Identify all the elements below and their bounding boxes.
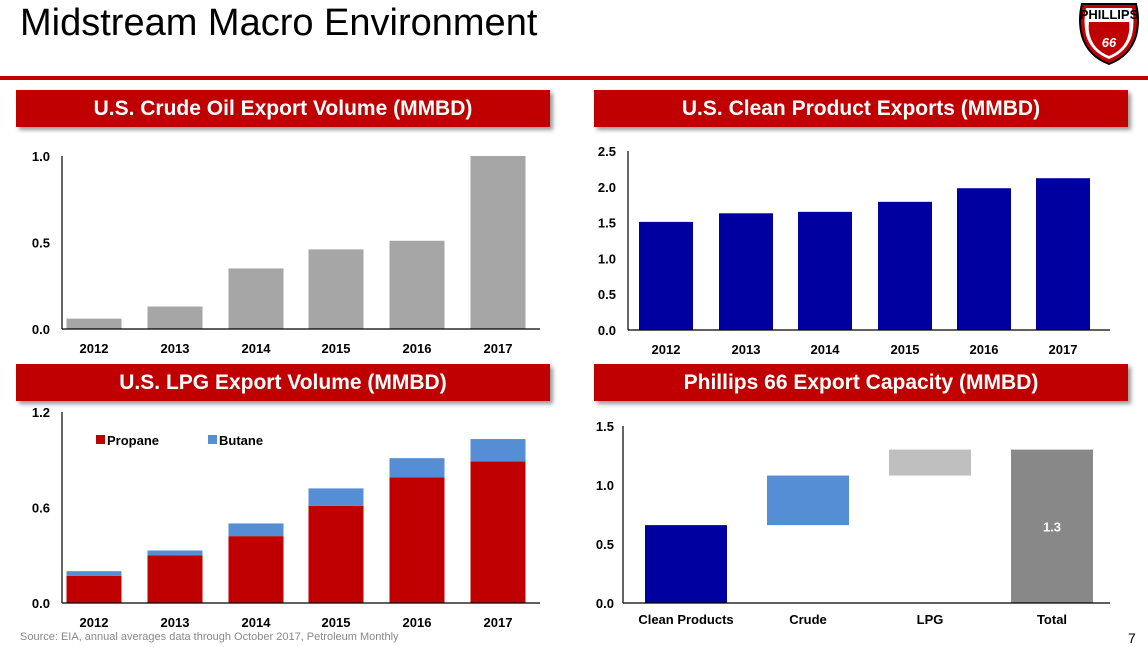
slide-title: Midstream Macro Environment <box>20 2 538 44</box>
clean-bar-2017 <box>1036 178 1090 330</box>
lpg-bar-butane-2013 <box>147 550 203 556</box>
clean-y-tick: 2.0 <box>598 180 616 195</box>
crude-bar-2012 <box>66 318 122 329</box>
clean-bar-2013 <box>719 213 773 330</box>
capacity-header: Phillips 66 Export Capacity (MMBD) <box>594 364 1128 401</box>
clean-bar-2016 <box>957 188 1011 330</box>
svg-text:66: 66 <box>1102 35 1117 50</box>
clean-bar-2014 <box>798 211 852 330</box>
lpg-y-tick: 0.0 <box>32 596 50 611</box>
crude-bar-2013 <box>147 306 203 329</box>
clean-x-tick: 2016 <box>970 342 999 357</box>
clean-y-tick: 1.0 <box>598 251 616 266</box>
legend-label-propane: Propane <box>107 433 159 448</box>
crude-x-tick: 2016 <box>403 341 432 356</box>
crude-x-tick: 2014 <box>242 341 272 356</box>
crude-x-tick: 2013 <box>161 341 190 356</box>
crude-y-tick: 1.0 <box>32 149 50 164</box>
page-number: 7 <box>1128 630 1136 646</box>
legend-swatch-butane <box>208 435 217 444</box>
lpg-x-tick: 2013 <box>161 615 190 630</box>
capacity-y-tick: 0.0 <box>596 596 614 611</box>
clean-bar-2015 <box>878 201 932 330</box>
capacity-bar-total <box>1011 449 1093 603</box>
legend-swatch-propane <box>96 435 105 444</box>
capacity-data-label: 1.3 <box>1043 519 1061 534</box>
lpg-bar-butane-2012 <box>66 571 122 576</box>
lpg-x-tick: 2017 <box>484 615 513 630</box>
lpg-x-tick: 2015 <box>322 615 351 630</box>
lpg-x-tick: 2016 <box>403 615 432 630</box>
capacity-x-tick: Total <box>1037 612 1067 627</box>
clean-x-tick: 2014 <box>811 342 841 357</box>
crude-x-tick: 2015 <box>322 341 351 356</box>
crude-bar-2016 <box>389 240 445 329</box>
clean-y-tick: 0.5 <box>598 287 616 302</box>
clean-y-tick: 1.5 <box>598 216 616 231</box>
lpg-bar-propane-2014 <box>228 536 284 603</box>
lpg-x-tick: 2012 <box>80 615 109 630</box>
capacity-x-tick: LPG <box>917 612 944 627</box>
crude-x-tick: 2017 <box>484 341 513 356</box>
lpg-bar-propane-2016 <box>389 477 445 603</box>
crude-x-tick: 2012 <box>80 341 109 356</box>
capacity-bar-lpg <box>889 449 971 476</box>
crude-y-tick: 0.5 <box>32 236 50 251</box>
capacity-y-tick: 1.0 <box>596 478 614 493</box>
lpg-bar-butane-2015 <box>308 488 364 506</box>
source-note: Source: EIA, annual averages data throug… <box>20 631 399 643</box>
clean-y-tick: 2.5 <box>598 144 616 159</box>
lpg-x-tick: 2014 <box>242 615 272 630</box>
capacity-y-tick: 1.5 <box>596 419 614 434</box>
clean-product-header: U.S. Clean Product Exports (MMBD) <box>594 90 1128 127</box>
lpg-bar-butane-2017 <box>470 439 526 462</box>
lpg-bar-butane-2016 <box>389 458 445 478</box>
lpg-bar-propane-2012 <box>66 575 122 603</box>
capacity-bar-clean-products <box>645 525 727 603</box>
lpg-y-tick: 1.2 <box>32 405 50 420</box>
clean-bar-2012 <box>639 221 693 330</box>
clean-x-tick: 2013 <box>732 342 761 357</box>
lpg-bar-propane-2015 <box>308 505 364 603</box>
clean-x-tick: 2012 <box>652 342 681 357</box>
header-rule <box>0 76 1148 80</box>
crude-bar-2015 <box>308 249 364 329</box>
lpg-bar-butane-2014 <box>228 523 284 537</box>
capacity-bar-crude <box>767 475 849 526</box>
clean-x-tick: 2015 <box>891 342 920 357</box>
lpg-export-header: U.S. LPG Export Volume (MMBD) <box>16 364 550 401</box>
capacity-y-tick: 0.5 <box>596 537 614 552</box>
crude-bar-2014 <box>228 268 284 329</box>
capacity-x-tick: Crude <box>789 612 827 627</box>
crude-y-tick: 0.0 <box>32 322 50 337</box>
phillips-66-logo: PHILLIPS 66 <box>1079 3 1139 66</box>
clean-x-tick: 2017 <box>1049 342 1078 357</box>
crude-export-header: U.S. Crude Oil Export Volume (MMBD) <box>16 90 550 127</box>
crude-bar-2017 <box>470 156 526 329</box>
clean-y-tick: 0.0 <box>598 323 616 338</box>
capacity-x-tick: Clean Products <box>638 612 733 627</box>
lpg-bar-propane-2013 <box>147 555 203 603</box>
lpg-y-tick: 0.6 <box>32 501 50 516</box>
svg-text:PHILLIPS: PHILLIPS <box>1080 7 1139 22</box>
legend-label-butane: Butane <box>219 433 263 448</box>
lpg-bar-propane-2017 <box>470 461 526 603</box>
